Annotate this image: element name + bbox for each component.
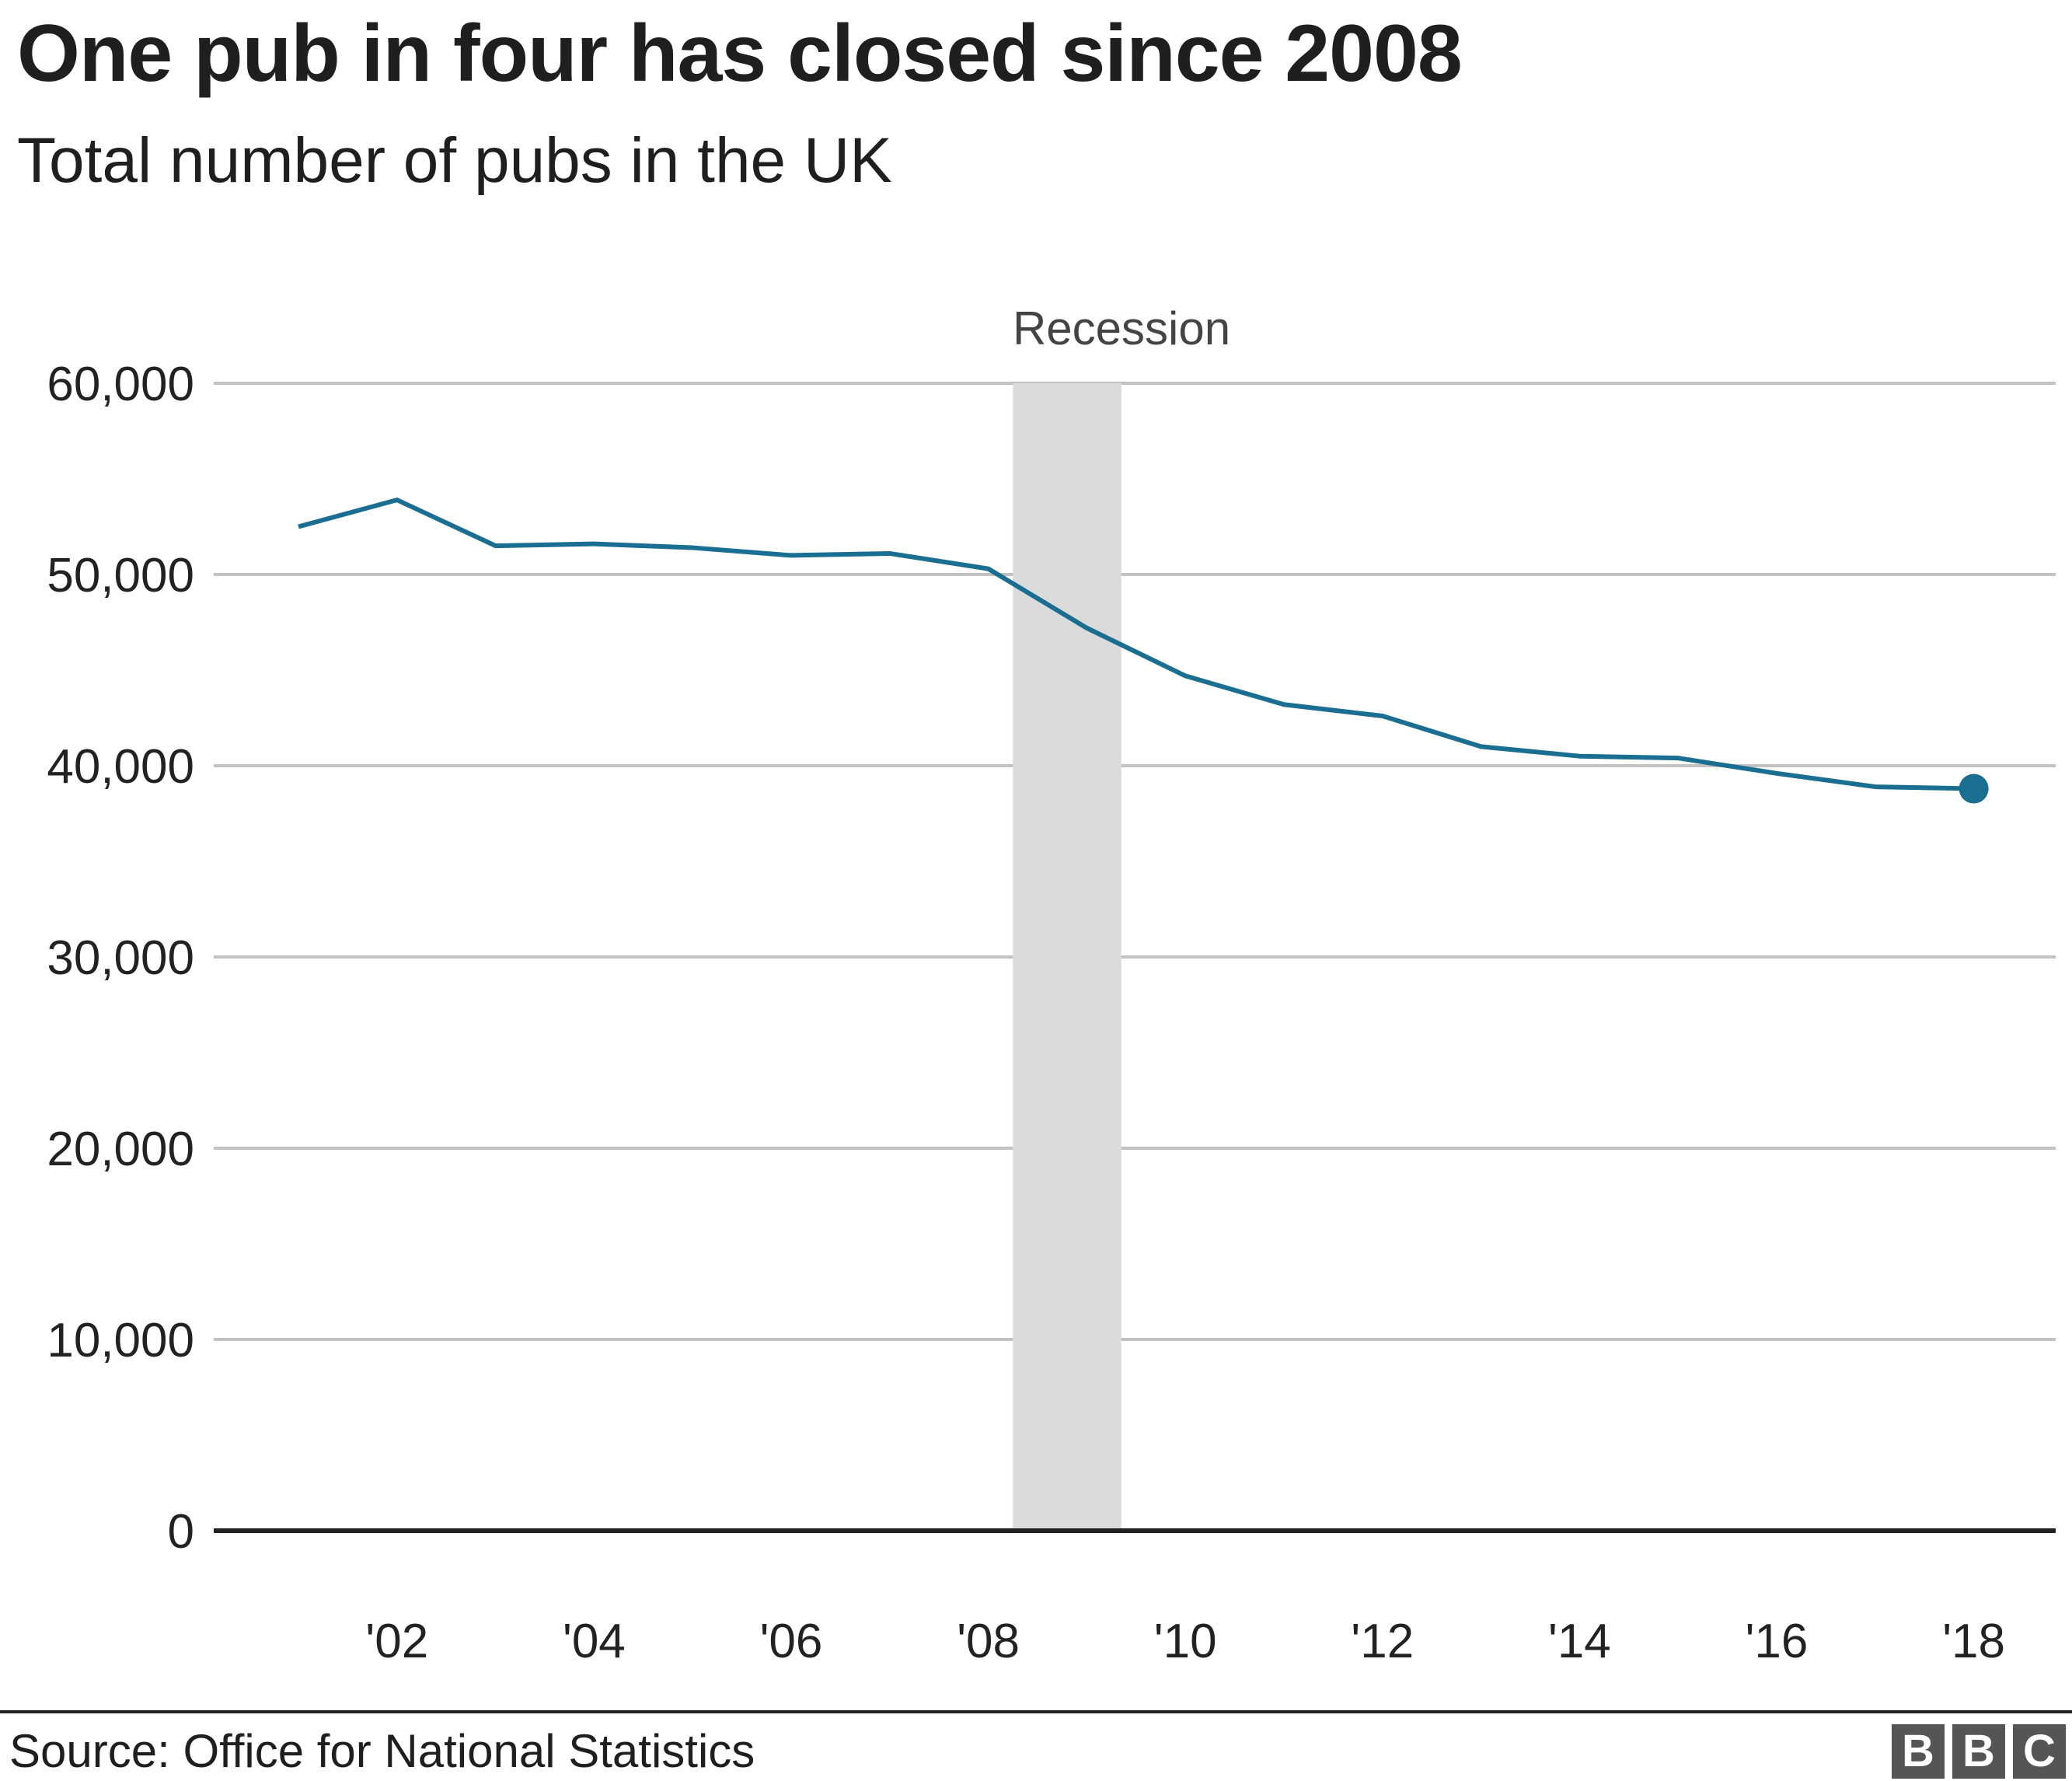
bbc-logo-letter: B <box>1952 1724 2005 1779</box>
bbc-logo: B B C <box>1892 1724 2066 1779</box>
latest-value-marker <box>1959 774 1989 804</box>
bbc-logo-letter: B <box>1892 1724 1945 1779</box>
y-axis-labels: 0 10,000 20,000 30,000 40,000 50,000 60,000 <box>47 358 194 1559</box>
y-tick-label: 0 <box>168 1505 194 1559</box>
x-tick-label: '18 <box>1942 1615 2005 1668</box>
y-tick-label: 20,000 <box>47 1123 194 1176</box>
y-tick-label: 60,000 <box>47 358 194 411</box>
gridlines <box>214 382 2056 1341</box>
x-tick-label: '08 <box>957 1615 1020 1668</box>
x-tick-label: '02 <box>365 1615 428 1668</box>
line-chart: Recession 0 10,000 20,000 30,000 40,000 50,00… <box>47 302 2056 1668</box>
x-tick-label: '04 <box>563 1615 626 1668</box>
y-tick-label: 40,000 <box>47 740 194 794</box>
recession-band <box>1013 383 1121 1531</box>
bbc-logo-letter: C <box>2013 1724 2066 1779</box>
chart-subtitle: Total number of pubs in the UK <box>17 125 892 196</box>
x-tick-label: '06 <box>760 1615 823 1668</box>
x-tick-label: '10 <box>1154 1615 1217 1668</box>
y-tick-label: 30,000 <box>47 931 194 985</box>
chart-title: One pub in four has closed since 2008 <box>17 9 1463 99</box>
x-axis-labels: '02 '04 '06 '08 '10 '12 '14 '16 '18 <box>365 1615 2005 1668</box>
recession-label: Recession <box>1013 302 1230 354</box>
source-note: Source: Office for National Statistics <box>9 1725 755 1777</box>
y-tick-label: 10,000 <box>47 1314 194 1367</box>
x-tick-label: '16 <box>1746 1615 1809 1668</box>
y-tick-label: 50,000 <box>47 549 194 602</box>
x-tick-label: '12 <box>1351 1615 1414 1668</box>
x-tick-label: '14 <box>1548 1615 1611 1668</box>
pubs-series-line <box>298 498 1974 791</box>
footer-divider <box>0 1710 2072 1713</box>
